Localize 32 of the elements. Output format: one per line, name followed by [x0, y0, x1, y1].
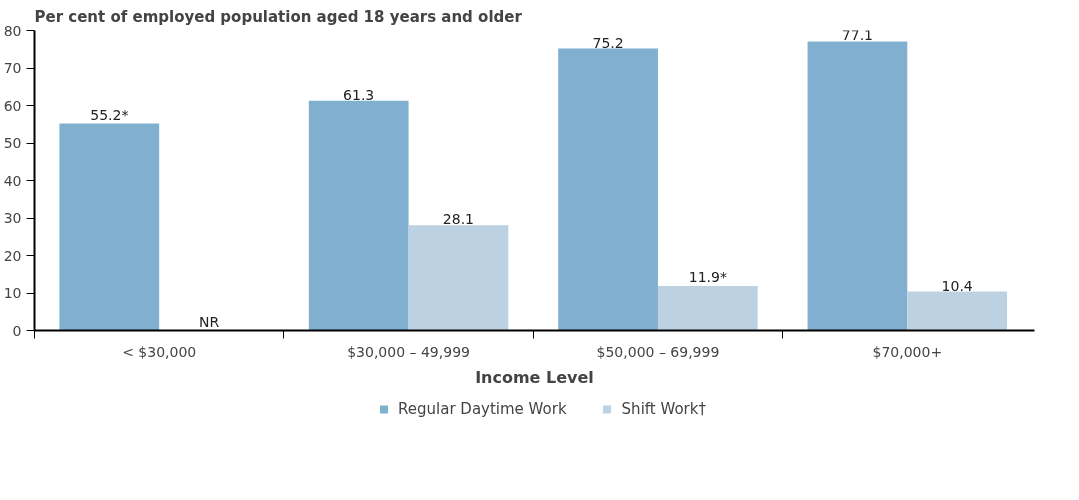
x-tick-label: $30,000 – 49,999 [347, 343, 470, 360]
y-tick-label: 10 [3, 285, 22, 301]
text: NR [198, 313, 220, 330]
legend-label: Regular Daytime Work [398, 400, 567, 418]
x-tick-label: $70,000+ [872, 343, 943, 360]
data-label: 28.1 [442, 211, 475, 228]
y-tick-label: 40 [3, 172, 22, 189]
y-tick-label: 0 [12, 322, 22, 339]
data-label: 11.9* [688, 268, 727, 285]
y-tick-label: 20 [3, 247, 22, 264]
bar [657, 285, 758, 331]
bar [408, 225, 509, 331]
bar [807, 41, 908, 331]
y-axis-title: Per cent of employed population aged 18 years and older [34, 7, 523, 26]
y-tick-label: 60 [3, 97, 22, 114]
y-tick-label: 50 [3, 135, 22, 151]
bar [558, 48, 658, 331]
data-label: 61.3 [343, 86, 375, 103]
y-tick-label: 30 [3, 210, 22, 226]
bar [907, 291, 1008, 331]
x-tick-label: < $30,000 [122, 343, 197, 360]
y-tick-label: 70 [3, 60, 22, 76]
data-label: 77.1 [841, 27, 874, 44]
legend-label: Shift Work† [621, 400, 706, 418]
x-axis-title: Income Level [475, 367, 594, 387]
data-label: 55.2* [90, 106, 129, 123]
x-tick-label: $50,000 – 69,999 [596, 343, 720, 360]
bar [308, 100, 409, 331]
y-tick-label: 80 [3, 22, 22, 39]
bar [59, 123, 160, 331]
data-label: 75.2 [592, 34, 624, 51]
data-label: 10.4 [941, 277, 973, 294]
